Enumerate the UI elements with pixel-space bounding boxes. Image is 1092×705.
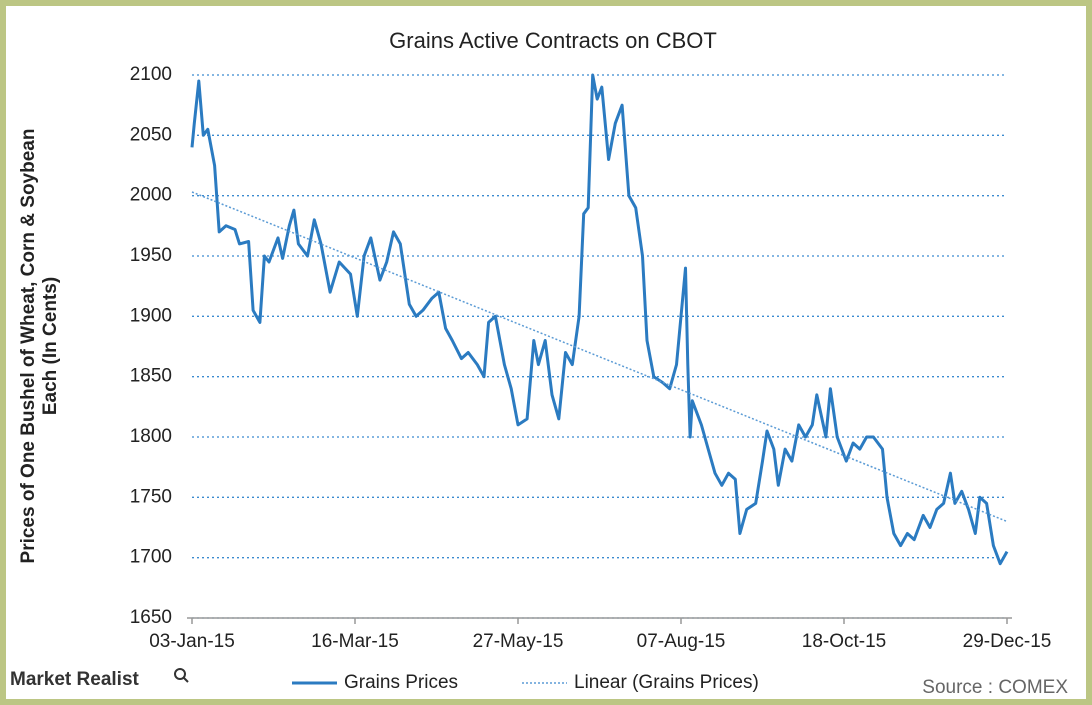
y-tick-label: 1900 xyxy=(130,305,172,326)
legend-label: Grains Prices xyxy=(344,672,458,693)
legend-label: Linear (Grains Prices) xyxy=(574,672,759,693)
y-tick-label: 2000 xyxy=(130,185,172,206)
x-tick-label: 29-Dec-15 xyxy=(963,631,1052,652)
y-axis-label-line: Each (In Cents) xyxy=(40,277,61,415)
x-tick-label: 27-May-15 xyxy=(473,631,564,652)
y-tick-label: 1700 xyxy=(130,547,172,568)
y-tick-label: 2050 xyxy=(130,124,172,145)
y-axis-label: Prices of One Bushel of Wheat, Corn & So… xyxy=(18,129,61,564)
y-tick-label: 1800 xyxy=(130,426,172,447)
source: Source : COMEX xyxy=(922,677,1068,698)
y-axis-label-line: Prices of One Bushel of Wheat, Corn & So… xyxy=(18,129,39,564)
y-tick-label: 1750 xyxy=(130,486,172,507)
y-tick-label: 1650 xyxy=(130,607,172,628)
y-tick-label: 1950 xyxy=(130,245,172,266)
chart-title: Grains Active Contracts on CBOT xyxy=(389,28,717,53)
y-tick-label: 2100 xyxy=(130,64,172,85)
x-tick-label: 18-Oct-15 xyxy=(802,631,886,652)
x-tick-label: 07-Aug-15 xyxy=(637,631,726,652)
x-tick-label: 16-Mar-15 xyxy=(311,631,399,652)
y-tick-label: 1850 xyxy=(130,366,172,387)
x-tick-label: 03-Jan-15 xyxy=(149,631,235,652)
series-line xyxy=(190,73,1009,566)
brand-logo xyxy=(174,668,189,683)
series-line xyxy=(191,191,1008,523)
brand: Market Realist xyxy=(10,669,140,690)
